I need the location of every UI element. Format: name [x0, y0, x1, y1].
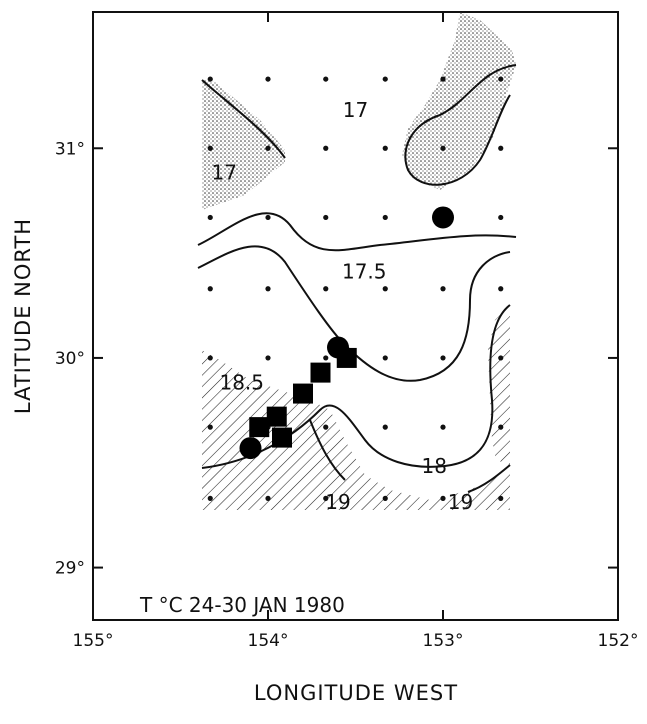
x-tick-label-1: 154° — [248, 631, 289, 651]
station-dot-3-5 — [498, 286, 504, 292]
contour-19-a — [309, 419, 346, 481]
square-marker-3 — [266, 406, 287, 427]
contour-17-5 — [197, 245, 511, 382]
station-dot-5-0 — [207, 424, 213, 430]
axis-ticks: 155° 154° 153° 152° 31° 30° 29° — [55, 12, 639, 651]
station-dot-6-0 — [207, 495, 213, 501]
contour-label-2: 17.5 — [342, 259, 387, 283]
station-dot-2-1 — [265, 214, 271, 221]
x-tick-label-0: 155° — [73, 631, 114, 651]
square-marker-4 — [249, 417, 270, 438]
station-dot-0-5 — [498, 76, 504, 82]
contour-label-1: 17 — [212, 161, 237, 185]
circle-marker-0 — [432, 206, 454, 229]
contour-label-5: 19 — [325, 490, 350, 514]
y-tick-label-1: 30° — [55, 349, 85, 369]
station-dot-3-3 — [382, 286, 388, 292]
station-dot-3-0 — [207, 286, 213, 292]
station-dot-2-0 — [207, 214, 213, 221]
contour-17-west — [201, 79, 286, 159]
x-tick-label-2: 153° — [423, 631, 464, 651]
station-dot-0-4 — [440, 76, 446, 82]
station-dot-4-2 — [323, 355, 329, 361]
station-dot-5-3 — [382, 424, 388, 430]
station-dot-2-2 — [323, 214, 329, 221]
circle-marker-2 — [239, 437, 262, 460]
station-dot-3-4 — [440, 286, 446, 292]
station-dot-4-0 — [207, 355, 213, 361]
station-dot-2-5 — [498, 214, 504, 221]
station-dot-0-0 — [207, 76, 213, 82]
station-dot-4-1 — [265, 355, 271, 361]
station-dot-5-4 — [440, 424, 446, 430]
station-dot-0-2 — [323, 76, 329, 82]
station-dot-6-5 — [498, 495, 504, 501]
station-dot-0-1 — [265, 76, 271, 82]
cold-region-west — [202, 80, 285, 210]
station-dot-1-4 — [440, 145, 446, 151]
station-dot-1-0 — [207, 145, 213, 151]
station-dot-0-3 — [382, 76, 388, 82]
station-dot-6-1 — [265, 495, 271, 501]
contour-17-northeast — [404, 64, 517, 186]
square-marker-1 — [310, 362, 331, 383]
station-dot-5-5 — [498, 424, 504, 430]
square-marker-5 — [272, 427, 292, 448]
contour-label-3: 18.5 — [219, 370, 264, 394]
chart-annotation: T °C 24-30 JAN 1980 — [139, 593, 345, 617]
station-dot-4-5 — [498, 355, 504, 361]
square-marker-2 — [293, 383, 313, 404]
station-dot-3-1 — [265, 286, 271, 292]
station-dot-3-2 — [323, 286, 329, 292]
x-tick-label-3: 152° — [598, 631, 639, 651]
contour-18 — [201, 304, 511, 469]
y-tick-label-2: 29° — [55, 559, 85, 579]
station-dot-5-2 — [323, 424, 329, 430]
station-dot-1-5 — [498, 145, 504, 151]
warm-region-south — [202, 350, 510, 510]
station-dot-6-2 — [323, 495, 329, 501]
station-dot-6-4 — [440, 495, 446, 501]
station-dot-1-3 — [382, 145, 388, 151]
station-dot-4-3 — [382, 355, 388, 361]
station-dot-4-4 — [440, 355, 446, 361]
circle-markers — [239, 206, 454, 460]
y-tick-label-0: 31° — [55, 139, 85, 159]
square-markers — [249, 347, 357, 448]
station-dot-2-3 — [382, 214, 388, 221]
contour-label-0: 17 — [343, 98, 368, 122]
y-axis-title: LATITUDE NORTH — [11, 218, 35, 414]
contour-label-6: 19 — [448, 490, 473, 514]
contour-17-middle — [197, 212, 517, 252]
plot-frame — [92, 11, 619, 621]
contour-label-4: 18 — [422, 454, 447, 478]
contour-19-b — [467, 464, 511, 493]
station-dot-1-1 — [265, 145, 271, 151]
x-axis-title: LONGITUDE WEST — [254, 681, 458, 705]
station-dot-6-3 — [382, 495, 388, 501]
square-marker-0 — [336, 347, 357, 368]
station-dot-1-2 — [323, 145, 329, 151]
warm-region-east — [488, 305, 510, 465]
